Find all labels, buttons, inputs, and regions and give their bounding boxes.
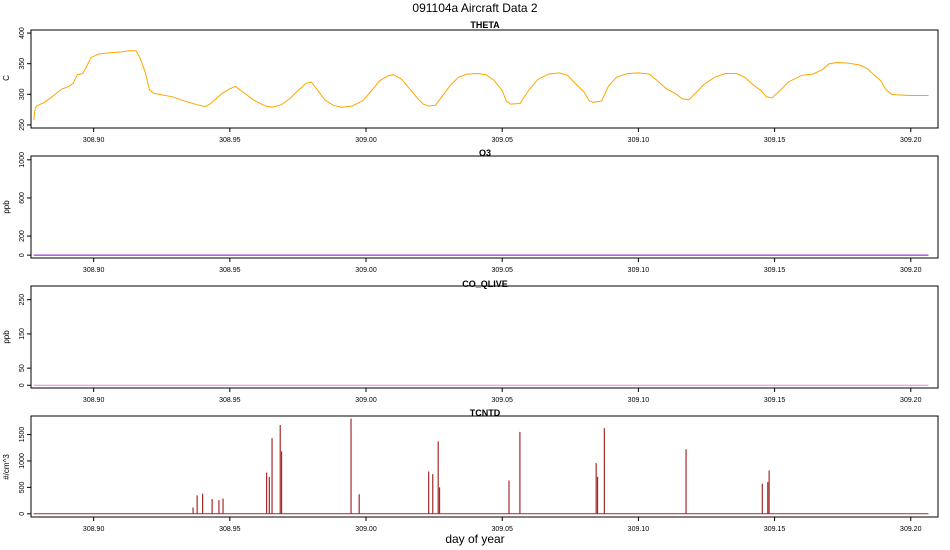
co-qlive-y-tick-label: 50 (19, 364, 26, 372)
o3-x-tick-label: 309.20 (900, 267, 922, 274)
co-qlive-x-tick-label: 309.15 (764, 397, 786, 404)
tcntd-x-tick-label: 309.20 (900, 526, 922, 533)
o3-y-tick-label: 200 (19, 230, 26, 242)
tcntd-x-tick-label: 308.90 (83, 526, 105, 533)
co-qlive-x-tick-label: 309.20 (900, 397, 922, 404)
o3-x-tick-label: 308.90 (83, 267, 105, 274)
theta-x-tick-label: 309.20 (900, 137, 922, 144)
co-qlive-panel: CO_QLIVE ppb 308.90 308.95 309.00 309.05 309… (2, 279, 939, 404)
x-axis-label: day of year (445, 532, 504, 546)
co-qlive-plot-frame (30, 285, 939, 389)
figure-title: 091104a Aircraft Data 2 (412, 1, 538, 15)
theta-panel: THETA C 308.90 308.95 309.00 309.05 309.10 30… (2, 20, 939, 144)
tcntd-ylabel: #/cm^3 (2, 454, 11, 480)
theta-y-tick-label: 250 (19, 119, 26, 131)
tcntd-y-tick-label: 1500 (19, 427, 26, 443)
theta-y-tick-label: 300 (19, 88, 26, 100)
theta-x-tick-label: 309.00 (355, 137, 377, 144)
tcntd-title: TCNTD (470, 408, 501, 418)
theta-x-tick-label: 308.95 (219, 137, 241, 144)
co-qlive-title: CO_QLIVE (462, 279, 508, 289)
tcntd-plot-frame (30, 415, 939, 518)
theta-plot-frame (30, 29, 939, 129)
o3-y-tick-label: 600 (19, 192, 26, 204)
co-qlive-y-tick-label: 150 (19, 328, 26, 340)
co-qlive-x-tick-label: 308.95 (219, 397, 241, 404)
co-qlive-x-tick-label: 309.10 (628, 397, 650, 404)
o3-x-tick-label: 309.05 (491, 267, 513, 274)
theta-series-line (33, 50, 929, 121)
co-qlive-ylabel: ppb (2, 330, 11, 344)
theta-x-tick-label: 309.05 (491, 137, 513, 144)
theta-ylabel: C (2, 75, 11, 81)
o3-y-tick-label: 0 (19, 253, 26, 257)
co-qlive-x-tick-label: 309.05 (491, 397, 513, 404)
tcntd-x-tick-label: 308.95 (219, 526, 241, 533)
theta-y-tick-label: 400 (19, 27, 26, 39)
tcntd-y-tick-label: 500 (19, 481, 26, 493)
tcntd-x-tick-label: 309.15 (764, 526, 786, 533)
o3-x-tick-label: 309.00 (355, 267, 377, 274)
tcntd-x-tick-label: 309.10 (628, 526, 650, 533)
tcntd-y-tick-label: 0 (19, 512, 26, 516)
theta-x-tick-label: 309.10 (628, 137, 650, 144)
theta-x-tick-label: 309.15 (764, 137, 786, 144)
o3-plot-frame (30, 155, 939, 259)
tcntd-x-tick-label: 309.05 (491, 526, 513, 533)
o3-ylabel: ppb (2, 200, 11, 214)
o3-x-tick-label: 308.95 (219, 267, 241, 274)
o3-y-tick-label: 1000 (19, 152, 26, 168)
co-qlive-x-tick-label: 308.90 (83, 397, 105, 404)
tcntd-x-tick-label: 309.00 (355, 526, 377, 533)
tcntd-y-tick-label: 1000 (19, 453, 26, 469)
o3-title: O3 (479, 148, 491, 158)
o3-x-tick-label: 309.15 (764, 267, 786, 274)
o3-x-tick-label: 309.10 (628, 267, 650, 274)
theta-y-tick-label: 350 (19, 58, 26, 70)
co-qlive-y-tick-label: 250 (19, 294, 26, 306)
co-qlive-x-tick-label: 309.00 (355, 397, 377, 404)
theta-x-tick-label: 308.90 (83, 137, 105, 144)
tcntd-panel: TCNTD #/cm^3 308.90 308.95 309.00 309.05 309… (2, 408, 939, 533)
theta-title: THETA (470, 20, 500, 30)
o3-panel: O3 ppb 308.90 308.95 309.00 309.05 309.10 309… (2, 148, 939, 274)
co-qlive-y-tick-label: 0 (19, 383, 26, 387)
